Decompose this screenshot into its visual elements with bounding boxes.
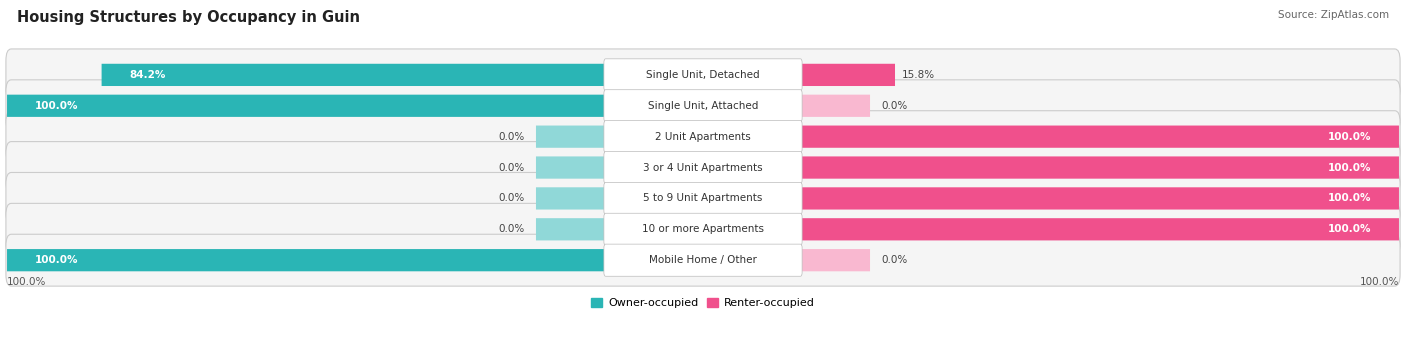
FancyBboxPatch shape (6, 49, 1400, 101)
Text: 3 or 4 Unit Apartments: 3 or 4 Unit Apartments (643, 163, 763, 173)
Legend: Owner-occupied, Renter-occupied: Owner-occupied, Renter-occupied (586, 294, 820, 313)
FancyBboxPatch shape (7, 249, 606, 271)
FancyBboxPatch shape (101, 64, 606, 86)
Text: 10 or more Apartments: 10 or more Apartments (643, 224, 763, 234)
FancyBboxPatch shape (800, 125, 1399, 148)
Text: 100.0%: 100.0% (1327, 163, 1371, 173)
FancyBboxPatch shape (800, 249, 870, 271)
Text: 100.0%: 100.0% (1327, 132, 1371, 142)
FancyBboxPatch shape (800, 187, 1399, 209)
FancyBboxPatch shape (800, 64, 896, 86)
FancyBboxPatch shape (605, 244, 801, 276)
FancyBboxPatch shape (6, 80, 1400, 132)
Text: 100.0%: 100.0% (35, 255, 79, 265)
FancyBboxPatch shape (6, 111, 1400, 163)
Text: Source: ZipAtlas.com: Source: ZipAtlas.com (1278, 10, 1389, 20)
FancyBboxPatch shape (800, 95, 870, 117)
Text: Single Unit, Attached: Single Unit, Attached (648, 101, 758, 111)
Text: Mobile Home / Other: Mobile Home / Other (650, 255, 756, 265)
Text: 84.2%: 84.2% (129, 70, 166, 80)
FancyBboxPatch shape (7, 95, 606, 117)
FancyBboxPatch shape (605, 59, 801, 91)
Text: 100.0%: 100.0% (1360, 278, 1399, 287)
FancyBboxPatch shape (6, 173, 1400, 224)
FancyBboxPatch shape (605, 121, 801, 153)
FancyBboxPatch shape (605, 90, 801, 122)
Text: 2 Unit Apartments: 2 Unit Apartments (655, 132, 751, 142)
FancyBboxPatch shape (6, 142, 1400, 193)
Text: 0.0%: 0.0% (499, 193, 524, 204)
FancyBboxPatch shape (536, 157, 606, 179)
Text: 100.0%: 100.0% (35, 101, 79, 111)
FancyBboxPatch shape (800, 157, 1399, 179)
Text: 0.0%: 0.0% (882, 255, 907, 265)
Text: 0.0%: 0.0% (499, 132, 524, 142)
Text: 100.0%: 100.0% (7, 278, 46, 287)
FancyBboxPatch shape (6, 234, 1400, 286)
Text: Single Unit, Detached: Single Unit, Detached (647, 70, 759, 80)
Text: 15.8%: 15.8% (903, 70, 935, 80)
Text: 100.0%: 100.0% (1327, 193, 1371, 204)
FancyBboxPatch shape (536, 187, 606, 209)
FancyBboxPatch shape (6, 203, 1400, 255)
Text: 0.0%: 0.0% (499, 163, 524, 173)
FancyBboxPatch shape (536, 125, 606, 148)
FancyBboxPatch shape (605, 213, 801, 246)
FancyBboxPatch shape (605, 182, 801, 214)
Text: 100.0%: 100.0% (1327, 224, 1371, 234)
FancyBboxPatch shape (605, 151, 801, 183)
Text: 0.0%: 0.0% (499, 224, 524, 234)
Text: Housing Structures by Occupancy in Guin: Housing Structures by Occupancy in Guin (17, 10, 360, 25)
Text: 0.0%: 0.0% (882, 101, 907, 111)
FancyBboxPatch shape (536, 218, 606, 240)
FancyBboxPatch shape (800, 218, 1399, 240)
Text: 5 to 9 Unit Apartments: 5 to 9 Unit Apartments (644, 193, 762, 204)
